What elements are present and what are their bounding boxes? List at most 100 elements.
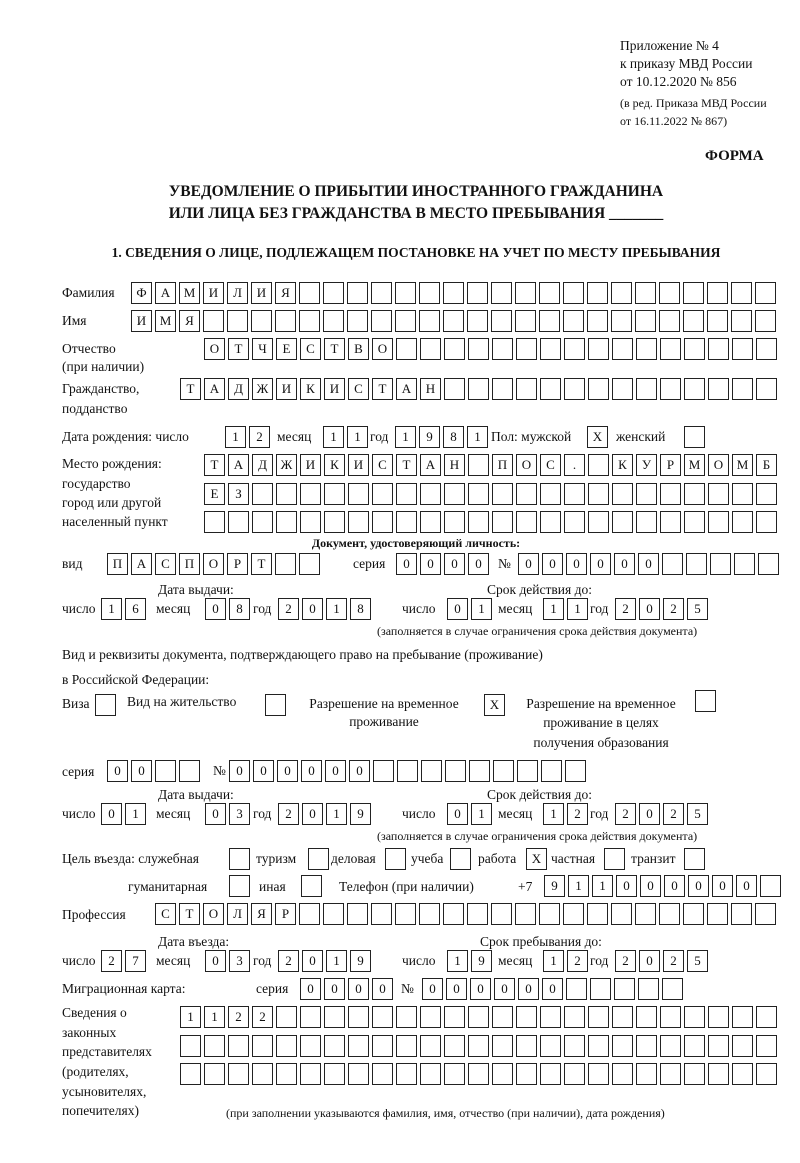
letter-box[interactable] — [469, 760, 490, 782]
letter-box[interactable]: 1 — [326, 950, 347, 972]
letter-box[interactable] — [540, 1063, 561, 1085]
letter-box[interactable]: 1 — [204, 1006, 225, 1028]
letter-box[interactable]: 1 — [543, 950, 564, 972]
letter-box[interactable] — [755, 310, 776, 332]
letter-box[interactable] — [492, 1063, 513, 1085]
letter-box[interactable]: 9 — [350, 950, 371, 972]
letter-box[interactable] — [611, 310, 632, 332]
letter-box[interactable]: 1 — [592, 875, 613, 897]
letter-box[interactable] — [227, 310, 248, 332]
letter-box[interactable] — [732, 378, 753, 400]
letter-box[interactable]: Р — [227, 553, 248, 575]
letter-box[interactable]: 0 — [205, 598, 226, 620]
letter-box[interactable]: А — [396, 378, 417, 400]
letter-box[interactable] — [566, 978, 587, 1000]
letter-box[interactable] — [276, 1063, 297, 1085]
letter-box[interactable]: 0 — [542, 978, 563, 1000]
letter-box[interactable] — [468, 454, 489, 476]
letter-box[interactable]: 1 — [568, 875, 589, 897]
letter-box[interactable]: Т — [179, 903, 200, 925]
letter-box[interactable]: Т — [396, 454, 417, 476]
letter-box[interactable] — [564, 1006, 585, 1028]
letter-box[interactable]: 2 — [615, 598, 636, 620]
letter-box[interactable] — [636, 511, 657, 533]
letter-box[interactable]: 2 — [615, 950, 636, 972]
letter-box[interactable]: С — [540, 454, 561, 476]
letter-box[interactable]: М — [179, 282, 200, 304]
letter-box[interactable]: 0 — [639, 803, 660, 825]
letter-box[interactable] — [708, 378, 729, 400]
letter-box[interactable]: А — [131, 553, 152, 575]
letter-box[interactable] — [734, 553, 755, 575]
purpose-transit-checkbox[interactable] — [684, 848, 705, 870]
letter-box[interactable]: Я — [179, 310, 200, 332]
letter-box[interactable] — [444, 483, 465, 505]
letter-box[interactable] — [324, 1035, 345, 1057]
letter-box[interactable]: 0 — [688, 875, 709, 897]
letter-box[interactable] — [347, 310, 368, 332]
letter-box[interactable] — [276, 511, 297, 533]
letter-box[interactable]: 1 — [225, 426, 246, 448]
letter-box[interactable] — [516, 378, 537, 400]
letter-box[interactable] — [348, 1063, 369, 1085]
letter-box[interactable]: 0 — [325, 760, 346, 782]
letter-box[interactable] — [419, 310, 440, 332]
letter-box[interactable] — [385, 848, 406, 870]
letter-box[interactable] — [588, 378, 609, 400]
letter-box[interactable]: 0 — [324, 978, 345, 1000]
letter-box[interactable] — [732, 1006, 753, 1028]
letter-box[interactable] — [180, 1063, 201, 1085]
letter-box[interactable] — [636, 378, 657, 400]
letter-box[interactable]: 1 — [326, 803, 347, 825]
letter-box[interactable]: 0 — [447, 598, 468, 620]
letter-box[interactable]: 9 — [544, 875, 565, 897]
letter-box[interactable] — [604, 848, 625, 870]
letter-box[interactable] — [564, 1035, 585, 1057]
letter-box[interactable]: Т — [251, 553, 272, 575]
letter-box[interactable] — [516, 338, 537, 360]
letter-box[interactable] — [420, 511, 441, 533]
letter-box[interactable]: 8 — [443, 426, 464, 448]
letter-box[interactable]: 9 — [419, 426, 440, 448]
letter-box[interactable] — [324, 1063, 345, 1085]
letter-box[interactable]: В — [348, 338, 369, 360]
letter-box[interactable] — [204, 1063, 225, 1085]
letter-box[interactable] — [635, 903, 656, 925]
letter-box[interactable] — [563, 310, 584, 332]
letter-box[interactable] — [588, 483, 609, 505]
letter-box[interactable]: 2 — [567, 803, 588, 825]
letter-box[interactable]: Ф — [131, 282, 152, 304]
letter-box[interactable]: П — [179, 553, 200, 575]
letter-box[interactable]: Т — [228, 338, 249, 360]
letter-box[interactable] — [636, 1063, 657, 1085]
letter-box[interactable]: Р — [660, 454, 681, 476]
letter-box[interactable] — [660, 1006, 681, 1028]
letter-box[interactable] — [588, 338, 609, 360]
letter-box[interactable] — [684, 483, 705, 505]
letter-box[interactable] — [587, 903, 608, 925]
letter-box[interactable] — [468, 378, 489, 400]
letter-box[interactable]: 1 — [471, 598, 492, 620]
letter-box[interactable] — [564, 1063, 585, 1085]
letter-box[interactable]: 1 — [347, 426, 368, 448]
letter-box[interactable] — [612, 338, 633, 360]
letter-box[interactable] — [180, 1035, 201, 1057]
letter-box[interactable]: 1 — [125, 803, 146, 825]
letter-box[interactable] — [347, 903, 368, 925]
letter-box[interactable]: 0 — [468, 553, 489, 575]
letter-box[interactable]: 1 — [323, 426, 344, 448]
letter-box[interactable]: А — [228, 454, 249, 476]
letter-box[interactable]: О — [372, 338, 393, 360]
letter-box[interactable] — [491, 903, 512, 925]
letter-box[interactable] — [492, 338, 513, 360]
visa-checkbox[interactable] — [95, 694, 116, 716]
